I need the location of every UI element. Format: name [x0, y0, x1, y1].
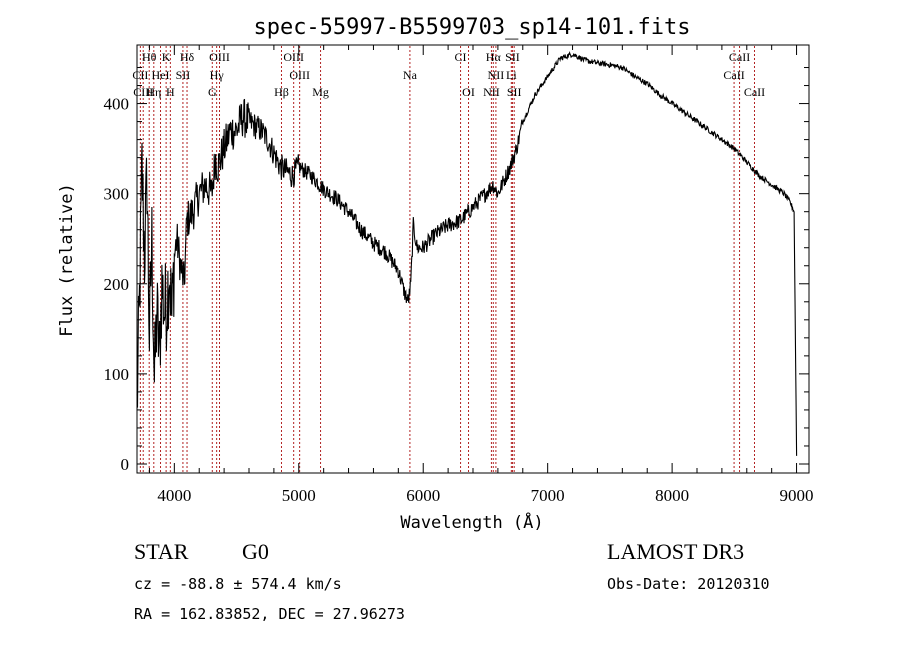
spectral-line-label: SII [505, 50, 520, 64]
y-tick-label: 0 [121, 455, 130, 474]
y-tick-label: 100 [104, 365, 130, 384]
y-axis: 0 100 200 300 400 [104, 67, 809, 474]
x-tick-label: 5000 [282, 486, 316, 505]
spectral-line-label: SII [507, 85, 522, 99]
x-axis: 4000 5000 6000 7000 8000 9000 [148, 45, 814, 505]
survey-name: LAMOST DR3 [607, 539, 744, 564]
y-tick-label: 300 [104, 185, 130, 204]
spectral-line-label: HeI [152, 68, 170, 82]
spectral-line-label: OIII [283, 50, 304, 64]
plot-frame [136, 44, 810, 474]
x-tick-label: 9000 [780, 486, 814, 505]
spectral-line-label: Hδ [180, 50, 195, 64]
spectral-line-label: Hθ [142, 50, 157, 64]
spectral-line-label: Hβ [274, 85, 289, 99]
redshift-velocity: cz = -88.8 ± 574.4 km/s [134, 575, 342, 593]
x-axis-label: Wavelength (Å) [400, 511, 543, 533]
spectral-line-label: Hα [486, 50, 502, 64]
spectral-line-label: Hη [146, 85, 161, 99]
spectral-line-label: NII [483, 85, 500, 99]
spectral-line-label: Mg [312, 85, 329, 99]
spectral-line-label: Na [403, 68, 418, 82]
spectral-line-label: CII [132, 68, 148, 82]
object-class: STAR [134, 539, 189, 564]
y-tick-label: 400 [104, 95, 130, 114]
spectral-line-label: OIII [289, 68, 310, 82]
spectral-line-label: OIII [209, 50, 230, 64]
chart-title: spec-55997-B5599703_sp14-101.fits [253, 15, 690, 40]
spectral-line-markers [139, 46, 755, 472]
spectral-line-label: CaII [744, 85, 765, 99]
x-tick-label: 6000 [406, 486, 440, 505]
observation-date: Obs-Date: 20120310 [607, 575, 770, 593]
spectral-line-label: CI [455, 50, 467, 64]
spectral-line-label: Li [506, 68, 517, 82]
spectral-line-label: SII [176, 68, 191, 82]
spectral-line-label: CaII [723, 68, 744, 82]
x-tick-label: 8000 [655, 486, 689, 505]
spectral-line-label: G [208, 85, 217, 99]
spectral-line-label: CIII [133, 85, 153, 99]
spectral-line-label: NII [488, 68, 505, 82]
spectral-line-label: CaII [729, 50, 750, 64]
spectral-line-label: Hγ [210, 68, 225, 82]
spectrum-trace [136, 51, 798, 456]
spectral-line-label: K [162, 50, 171, 64]
sky-coordinates: RA = 162.83852, DEC = 27.96273 [134, 605, 405, 623]
object-subclass: G0 [242, 539, 269, 564]
x-tick-label: 4000 [157, 486, 191, 505]
y-axis-label: Flux (relative) [57, 183, 77, 337]
spectral-line-label: H [166, 85, 175, 99]
y-tick-label: 200 [104, 275, 130, 294]
x-tick-label: 7000 [531, 486, 565, 505]
spectral-line-label: OI [462, 85, 475, 99]
